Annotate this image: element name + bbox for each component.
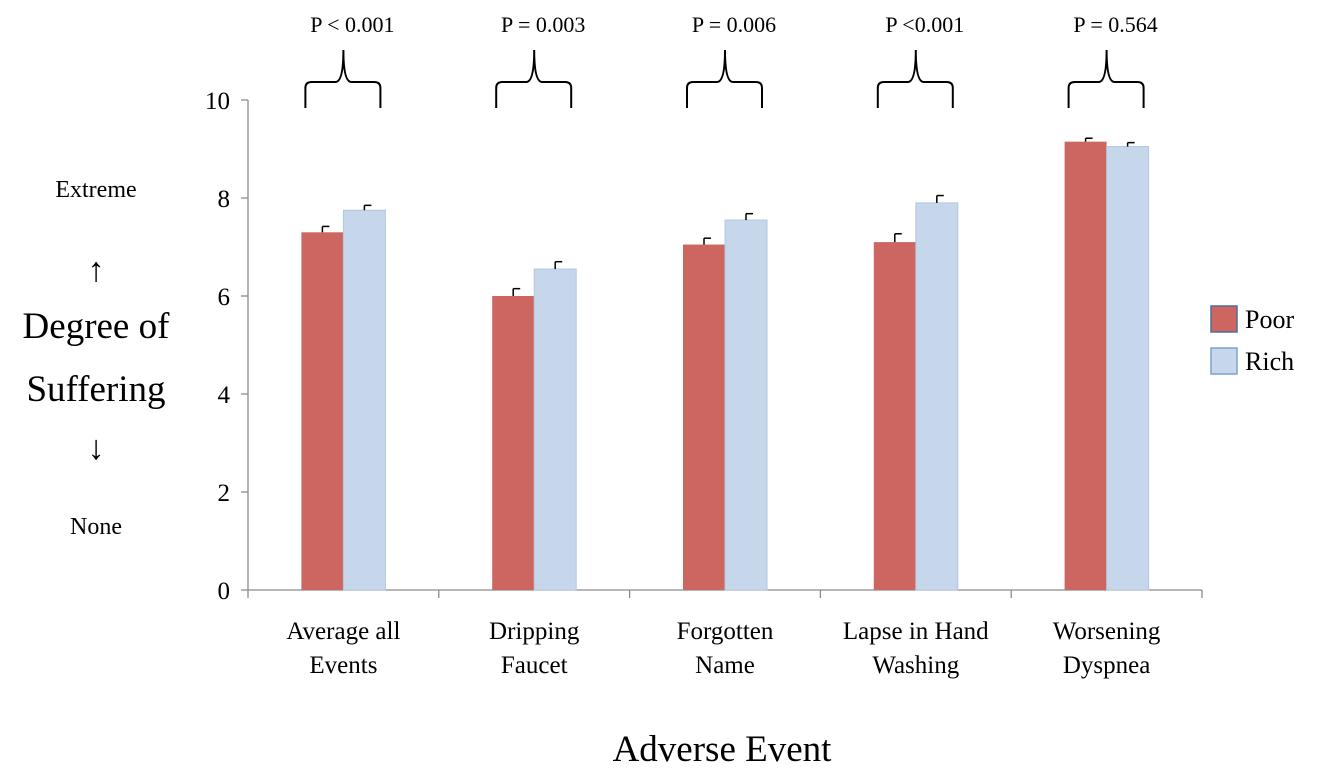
x-tick-label: Average all (286, 618, 400, 645)
x-tick-label: Name (695, 652, 755, 679)
x-tick-label: Events (309, 652, 377, 679)
y-tick-label: 2 (218, 480, 231, 507)
curly-brace (876, 49, 954, 108)
y-axis-title: Degree of (23, 306, 171, 347)
chart-axes: 0 2 4 6 8 10 Average all Events Dripping Faucet Fo… (205, 88, 1203, 769)
x-tick-label: Lapse in Hand (843, 618, 989, 645)
curly-brace (495, 49, 573, 108)
y-tick-label: 0 (218, 578, 231, 605)
p-value-label: P = 0.003 (501, 12, 585, 37)
bar-rich (1106, 146, 1150, 591)
down-arrow-icon: ↓ (88, 430, 105, 467)
legend-swatch-poor (1210, 305, 1238, 333)
x-tick-label: Worsening (1053, 618, 1161, 645)
legend-label-rich: Rich (1245, 347, 1294, 376)
y-scale-top-label: Extreme (55, 177, 136, 203)
chart-bars (301, 137, 1150, 591)
bar-poor (683, 244, 725, 591)
p-value-label: P = 0.564 (1073, 12, 1157, 37)
x-axis-title: Adverse Event (613, 729, 833, 769)
legend: Poor Rich (1210, 305, 1294, 376)
bar-rich (533, 268, 577, 591)
up-arrow-icon: ↑ (88, 252, 105, 289)
bar-rich (915, 202, 959, 591)
y-axis-title: Suffering (26, 369, 165, 410)
bar-rich (724, 219, 768, 591)
x-tick-label: Dripping (489, 618, 580, 645)
x-tick-label: Faucet (501, 652, 568, 679)
legend-label-poor: Poor (1245, 305, 1294, 334)
y-tick-label: 4 (218, 382, 231, 409)
legend-swatch-rich (1210, 347, 1238, 375)
bar-poor (1064, 141, 1107, 590)
y-axis-label-group: Extreme ↑ Degree of Suffering ↓ None (23, 177, 171, 540)
bar-poor (873, 242, 916, 590)
bar-rich (342, 209, 386, 591)
curly-brace (304, 49, 382, 108)
p-value-label: P = 0.006 (692, 12, 776, 37)
x-tick-label: Forgotten (677, 618, 774, 645)
y-tick-label: 10 (205, 88, 230, 115)
curly-brace (686, 49, 763, 108)
y-tick-label: 8 (218, 186, 231, 213)
y-tick-label: 6 (218, 284, 231, 311)
x-tick-label: Washing (872, 652, 959, 679)
bar-poor (492, 296, 535, 590)
p-value-annotations: P < 0.001 P = 0.003 P = 0.006 P <0.001 P = 0… (304, 12, 1158, 108)
p-value-label: P < 0.001 (310, 12, 394, 37)
bar-poor (301, 232, 344, 591)
curly-brace (1067, 49, 1145, 108)
y-scale-bottom-label: None (70, 514, 122, 540)
p-value-label: P <0.001 (885, 12, 964, 37)
x-tick-label: Dyspnea (1063, 652, 1150, 679)
